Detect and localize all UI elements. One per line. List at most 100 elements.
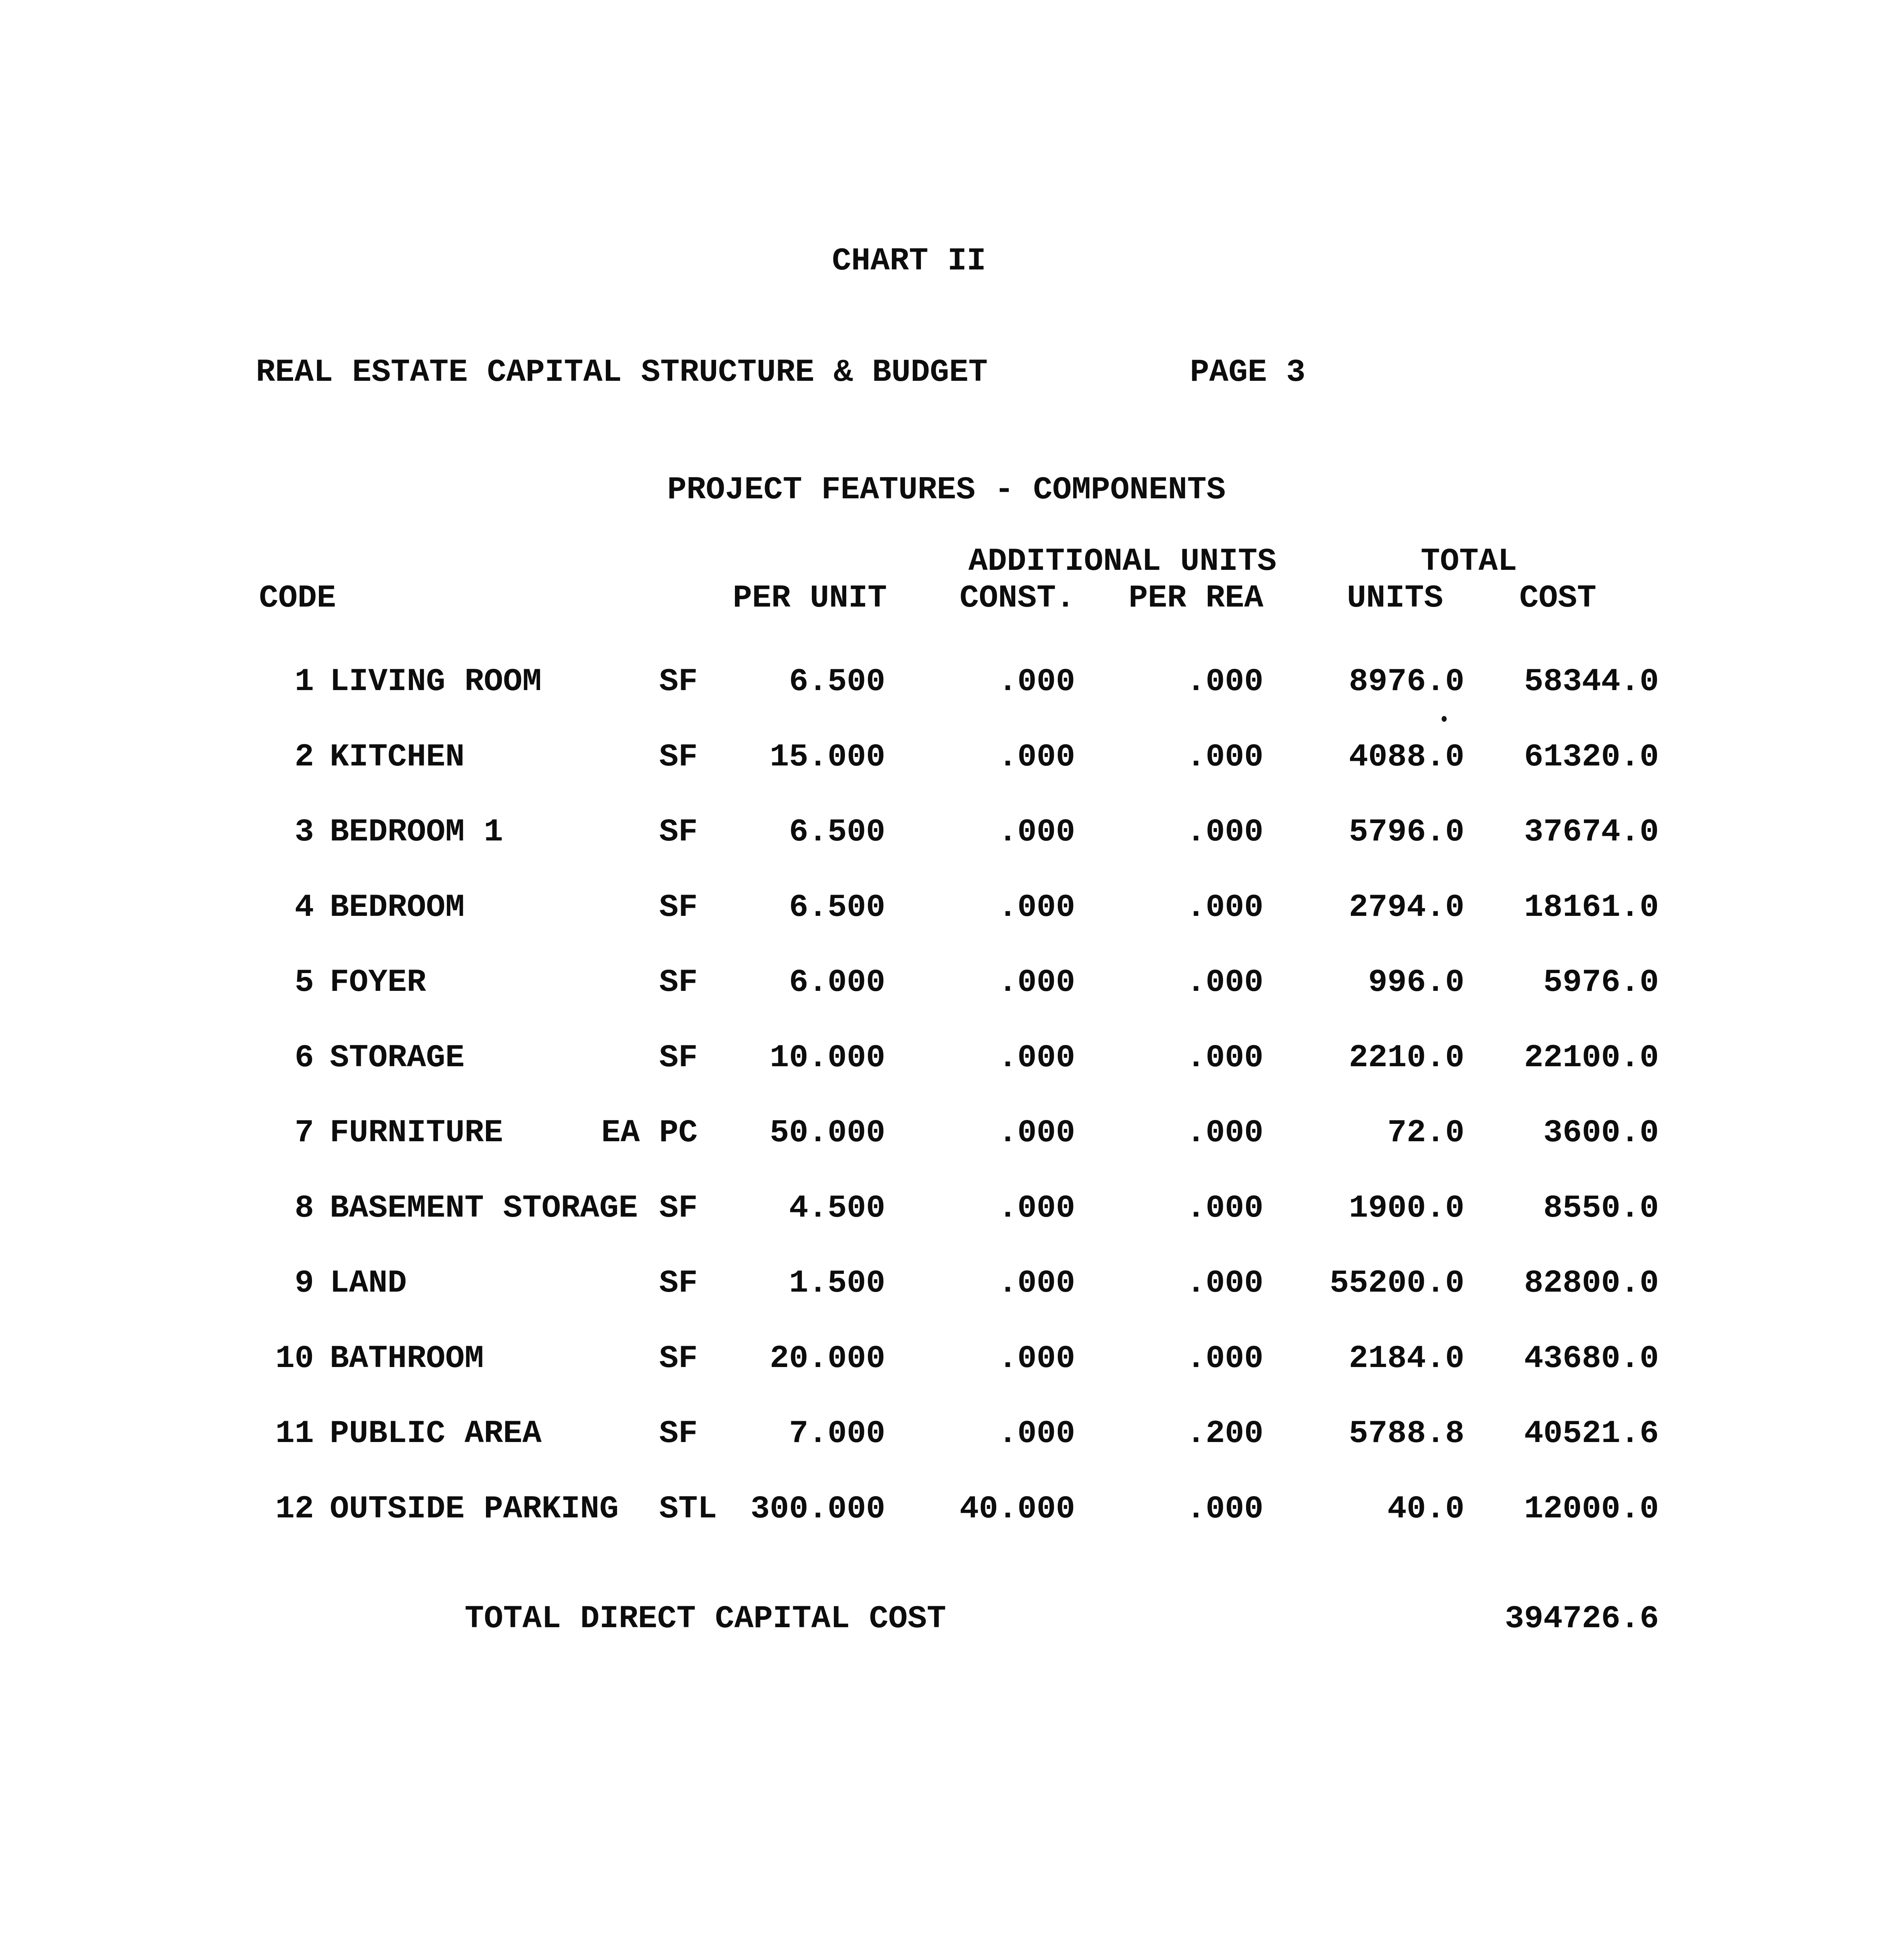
table-row: 10 BATHROOM SF 20.000 .000 .000 2184.0 4… [0, 1341, 1904, 1384]
row-total-cost: 8550.0 [1543, 1190, 1659, 1226]
row-total-cost: 12000.0 [1524, 1491, 1659, 1527]
row-per-unit-cost: 10.000 [770, 1040, 885, 1076]
column-header-total: TOTAL [1421, 543, 1517, 580]
row-unit-of-measure: PC [659, 1115, 698, 1151]
row-component-name: BEDROOM [330, 889, 465, 926]
row-per-unit-cost: 6.500 [789, 663, 885, 700]
row-code-number: 6 [295, 1040, 314, 1076]
row-component-name: KITCHEN [330, 739, 465, 775]
row-total-units: 2210.0 [1349, 1040, 1464, 1076]
row-code-number: 7 [295, 1115, 314, 1151]
row-total-cost: 22100.0 [1524, 1040, 1659, 1076]
row-additional-const: .000 [998, 1415, 1075, 1452]
row-additional-const: .000 [998, 739, 1075, 775]
row-code-number: 9 [295, 1265, 314, 1301]
row-total-cost: 5976.0 [1543, 964, 1659, 1001]
row-unit-of-measure: SF [659, 1415, 698, 1452]
row-code-number: 2 [295, 739, 314, 775]
column-header-cost: COST [1519, 580, 1597, 616]
row-code-number: 11 [275, 1415, 314, 1452]
row-total-cost: 58344.0 [1524, 663, 1659, 700]
row-component-name: OUTSIDE PARKING [330, 1491, 619, 1527]
row-component-name: LIVING ROOM [330, 663, 542, 700]
row-total-units: 5788.8 [1349, 1415, 1464, 1452]
row-total-cost: 61320.0 [1524, 739, 1659, 775]
row-additional-per-rea: .200 [1186, 1415, 1263, 1452]
row-additional-per-rea: .000 [1186, 739, 1263, 775]
table-row: 8 BASEMENT STORAGE SF 4.500 .000 .000 19… [0, 1191, 1904, 1233]
column-header-code: CODE [259, 580, 336, 616]
row-per-unit-cost: 15.000 [770, 739, 885, 775]
row-per-unit-cost: 20.000 [770, 1340, 885, 1377]
row-additional-per-rea: .000 [1186, 663, 1263, 700]
column-header-units: UNITS [1347, 580, 1444, 616]
row-component-name: BATHROOM [330, 1340, 484, 1377]
row-unit-of-measure: SF [659, 1265, 698, 1301]
row-additional-const: .000 [998, 1340, 1075, 1377]
row-total-units: 996.0 [1368, 964, 1464, 1001]
row-unit-of-measure: SF [659, 739, 698, 775]
row-per-unit-cost: 50.000 [770, 1115, 885, 1151]
row-additional-per-rea: .000 [1186, 814, 1263, 850]
row-per-unit-cost: 6.500 [789, 889, 885, 926]
row-component-name: LAND [330, 1265, 407, 1301]
row-total-cost: 43680.0 [1524, 1340, 1659, 1377]
row-unit-prefix: EA [601, 1115, 640, 1151]
row-total-cost: 3600.0 [1543, 1115, 1659, 1151]
row-component-name: STORAGE [330, 1040, 465, 1076]
column-header-additional-units: ADDITIONAL UNITS [968, 543, 1277, 580]
table-row: 6 STORAGE SF 10.000 .000 .000 2210.0 221… [0, 1040, 1904, 1083]
row-additional-const: .000 [998, 663, 1075, 700]
row-per-unit-cost: 6.000 [789, 964, 885, 1001]
table-row: 2 KITCHEN SF 15.000 .000 .000 4088.0 613… [0, 740, 1904, 782]
row-per-unit-cost: 4.500 [789, 1190, 885, 1226]
table-row: 1 LIVING ROOM SF 6.500 .000 .000 8976.0 … [0, 664, 1904, 707]
row-additional-per-rea: .000 [1186, 1265, 1263, 1301]
row-additional-per-rea: .000 [1186, 964, 1263, 1001]
table-row: 9 LAND SF 1.500 .000 .000 55200.0 82800.… [0, 1266, 1904, 1308]
row-additional-const: .000 [998, 1265, 1075, 1301]
row-unit-of-measure: SF [659, 1190, 698, 1226]
row-unit-of-measure: SF [659, 889, 698, 926]
table-row: 3 BEDROOM 1 SF 6.500 .000 .000 5796.0 37… [0, 815, 1904, 857]
section-title: PROJECT FEATURES - COMPONENTS [667, 472, 1226, 508]
row-code-number: 10 [275, 1340, 314, 1377]
document-title: REAL ESTATE CAPITAL STRUCTURE & BUDGET [256, 354, 988, 390]
row-additional-const: 40.000 [960, 1491, 1075, 1527]
row-component-name: FURNITURE [330, 1115, 503, 1151]
table-row: 7 FURNITURE EA PC 50.000 .000 .000 72.0 … [0, 1115, 1904, 1158]
row-component-name: BEDROOM 1 [330, 814, 503, 850]
row-additional-per-rea: .000 [1186, 1115, 1263, 1151]
row-additional-const: .000 [998, 1115, 1075, 1151]
row-per-unit-cost: 300.000 [750, 1491, 885, 1527]
row-total-cost: 18161.0 [1524, 889, 1659, 926]
row-total-units: 4088.0 [1349, 739, 1464, 775]
row-component-name: PUBLIC AREA [330, 1415, 542, 1452]
column-header-per-unit: PER UNIT [733, 580, 887, 616]
row-total-units: 2184.0 [1349, 1340, 1464, 1377]
row-additional-per-rea: .000 [1186, 1340, 1263, 1377]
row-total-units: 40.0 [1387, 1491, 1464, 1527]
row-additional-const: .000 [998, 964, 1075, 1001]
row-total-units: 55200.0 [1330, 1265, 1464, 1301]
table-row: 11 PUBLIC AREA SF 7.000 .000 .200 5788.8… [0, 1416, 1904, 1459]
row-per-unit-cost: 1.500 [789, 1265, 885, 1301]
row-additional-per-rea: .000 [1186, 1040, 1263, 1076]
table-row: 4 BEDROOM SF 6.500 .000 .000 2794.0 1816… [0, 890, 1904, 932]
row-total-units: 1900.0 [1349, 1190, 1464, 1226]
row-unit-of-measure: SF [659, 663, 698, 700]
row-additional-const: .000 [998, 1040, 1075, 1076]
row-total-cost: 37674.0 [1524, 814, 1659, 850]
row-total-units: 5796.0 [1349, 814, 1464, 850]
column-header-const: CONST. [960, 580, 1075, 616]
row-code-number: 1 [295, 663, 314, 700]
row-code-number: 5 [295, 964, 314, 1001]
row-total-units: 72.0 [1387, 1115, 1464, 1151]
table-row: 5 FOYER SF 6.000 .000 .000 996.0 5976.0 [0, 965, 1904, 1007]
row-unit-of-measure: SF [659, 964, 698, 1001]
table-row: 12 OUTSIDE PARKING STL 300.000 40.000 .0… [0, 1492, 1904, 1534]
column-header-per-rea: PER REA [1128, 580, 1263, 616]
row-total-cost: 40521.6 [1524, 1415, 1659, 1452]
row-per-unit-cost: 6.500 [789, 814, 885, 850]
